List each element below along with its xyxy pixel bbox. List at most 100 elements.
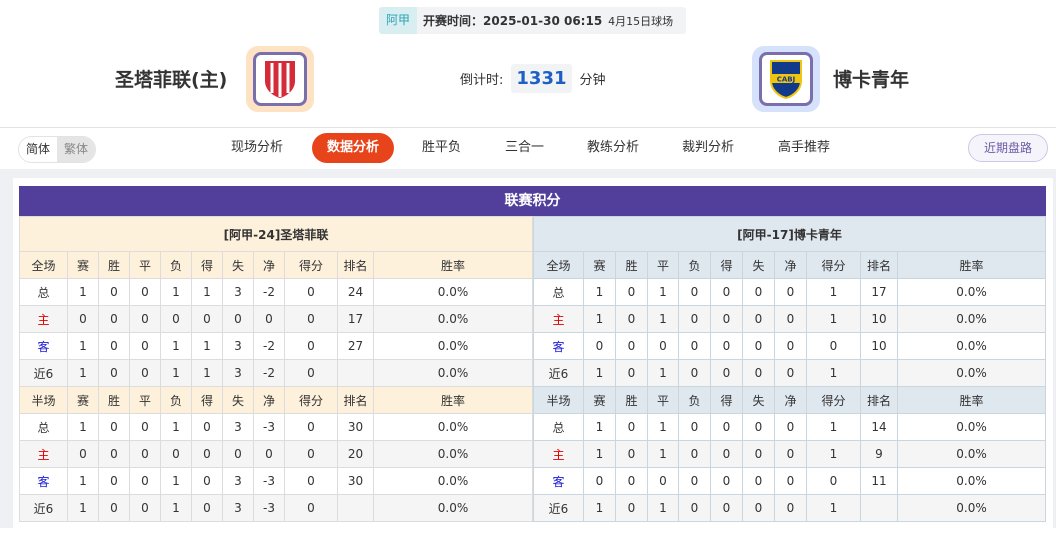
cell: 0 [284,440,338,468]
cell: 1 [191,278,223,306]
countdown-value: 1331 [511,64,572,93]
cell: 0.0% [373,440,533,468]
cell: 0.0% [373,359,533,387]
cell: 0 [806,467,861,495]
cell: 0 [191,467,223,495]
cell: 3 [222,494,254,522]
cell: 1 [647,494,679,522]
league-badge[interactable]: 阿甲 [379,7,418,34]
cell: 0 [710,440,743,468]
cell: -3 [253,467,285,495]
column-header: 得分 [806,251,861,279]
cell: 0.0% [373,494,533,522]
cell: 0 [222,440,254,468]
table-row: 客 0 0 0 0 0 0 0 0 11 0.0% [533,467,1046,495]
cell: 10 [860,332,898,360]
cell: 0 [774,467,807,495]
column-header: 胜 [615,386,648,414]
tab-data-analysis[interactable]: 数据分析 [312,133,395,163]
row-label: 近6 [533,359,584,387]
column-header: 赛 [67,386,99,414]
column-header: 净 [774,386,807,414]
table-row: 总 1 0 0 1 1 3 -2 0 24 0.0% [19,278,533,306]
cell: 1 [583,305,616,333]
cell: 17 [860,278,898,306]
cell: 0 [284,278,338,306]
cell: 0 [129,467,161,495]
cell: 0.0% [373,278,533,306]
cell: 0.0% [373,332,533,360]
cell: 0 [678,413,711,441]
away-team-name[interactable]: 博卡青年 [833,69,910,91]
cell: 1 [67,332,99,360]
row-label: 主 [533,305,584,333]
column-header: 胜率 [897,251,1046,279]
cell: 1 [647,440,679,468]
full-header-row: 全场赛胜平负得失净得分 排名 胜率 [19,251,533,279]
cell: 0.0% [897,467,1046,495]
cell: 0 [742,305,775,333]
column-header: 失 [222,251,254,279]
table-row: 主 1 0 1 0 0 0 0 1 10 0.0% [533,305,1046,333]
cell: 1 [647,278,679,306]
standings-section: 联赛积分 [阿甲-24]圣塔菲联 全场赛胜平负得失净得分 排名 胜率总 1 0 0 1 1 3 -2… [0,169,1056,538]
table-row: 客 1 0 0 1 0 3 -3 0 30 0.0% [19,467,533,495]
tab-expert-picks[interactable]: 高手推荐 [778,140,831,155]
away-team-logo[interactable]: CABJ [752,46,820,112]
column-header: 赛 [67,251,99,279]
tab-three-in-one[interactable]: 三合一 [505,140,545,155]
row-label: 总 [533,413,584,441]
cell: 0 [615,278,648,306]
cell: 0 [647,332,679,360]
language-toggle[interactable]: 简体 繁体 [18,136,97,163]
cell: 1 [67,413,99,441]
cell: 3 [222,332,254,360]
table-row: 总 1 0 0 1 0 3 -3 0 30 0.0% [19,413,533,441]
cell: 9 [860,440,898,468]
lang-simplified[interactable]: 简体 [26,142,51,156]
column-header: 负 [160,386,192,414]
column-header: 得分 [284,251,338,279]
lang-traditional[interactable]: 繁体 [57,137,96,162]
cell: 0 [774,494,807,522]
cell: 0 [710,467,743,495]
tab-referee-analysis[interactable]: 裁判分析 [682,140,735,155]
cell: 0 [742,359,775,387]
column-header: 半场 [533,386,584,414]
table-row: 客 1 0 0 1 1 3 -2 0 27 0.0% [19,332,533,360]
cell: 0 [67,440,99,468]
cell: -3 [253,413,285,441]
cell: 0 [191,413,223,441]
home-team-logo[interactable] [246,46,314,112]
tab-win-draw-loss[interactable]: 胜平负 [422,140,462,155]
cell: 0 [774,413,807,441]
cell: 1 [583,359,616,387]
cell: 10 [860,305,898,333]
cell: -2 [253,332,285,360]
column-header: 赛 [583,386,616,414]
cell: 3 [222,413,254,441]
cell: 0 [710,305,743,333]
cell: 0 [284,467,338,495]
column-header: 平 [647,386,679,414]
cell: 1 [806,440,861,468]
cell: 0 [284,494,338,522]
tab-live-analysis[interactable]: 现场分析 [231,140,284,155]
column-header: 失 [742,251,775,279]
table-row: 近6 1 0 1 0 0 0 0 1 0.0% [533,359,1046,387]
column-header: 得 [710,386,743,414]
home-team-name[interactable]: 圣塔菲联(主) [115,69,228,91]
cell: 0.0% [897,332,1046,360]
cell [860,494,898,522]
cell: 1 [583,494,616,522]
tab-coach-analysis[interactable]: 教练分析 [587,140,640,155]
row-label: 客 [533,332,584,360]
cell: 0 [615,413,648,441]
row-label: 总 [19,278,68,306]
column-header: 胜 [98,386,130,414]
recent-handicap-button[interactable]: 近期盘路 [967,134,1048,162]
cell: 0.0% [373,467,533,495]
cell: 0 [615,467,648,495]
cell [860,359,898,387]
cell: 1 [647,305,679,333]
